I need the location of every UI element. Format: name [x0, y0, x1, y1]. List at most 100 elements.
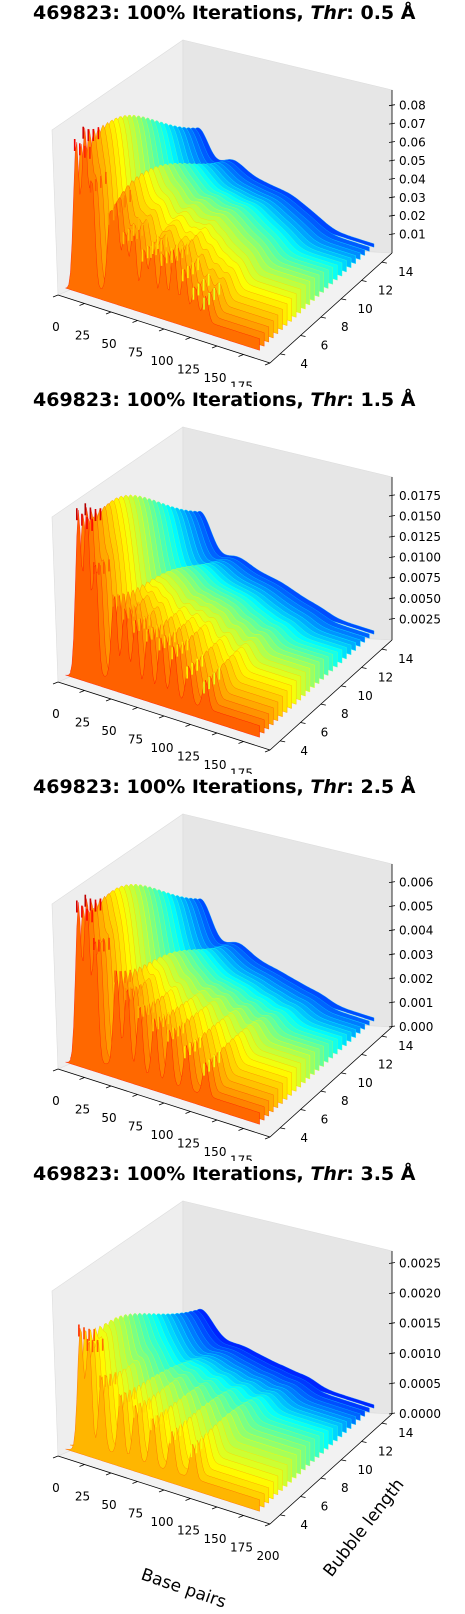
y-tick: [381, 261, 387, 264]
chart-title-suffix: : 1.5 Å: [346, 389, 416, 411]
z-tick-label: 0.0075: [399, 571, 441, 585]
x-tick: [238, 354, 244, 357]
y-tick: [320, 316, 326, 319]
y-tick: [280, 740, 286, 743]
x-tick: [52, 294, 59, 298]
x-tick: [52, 1455, 59, 1459]
y-tick: [341, 298, 347, 301]
y-tick-label: 12: [378, 1445, 393, 1459]
x-tick: [132, 707, 138, 710]
z-tick: [388, 535, 396, 538]
x-tick-label: 125: [177, 750, 200, 764]
chart-title: 469823: 100% Iterations, Thr: 1.5 Å: [33, 389, 415, 411]
x-tick: [158, 1102, 165, 1106]
z-tick: [388, 576, 396, 579]
x-tick-label: 125: [177, 363, 200, 377]
x-tick: [264, 362, 271, 366]
z-tick: [388, 214, 396, 217]
z-tick-label: 0.08: [399, 99, 426, 113]
y-tick-label: 10: [358, 1463, 373, 1477]
z-tick-label: 0.0005: [399, 1377, 441, 1391]
chart-panel: 469823: 100% Iterations, Thr: 1.5 Å 0 25 50…: [0, 387, 465, 774]
chart-title-suffix: : 0.5 Å: [346, 2, 416, 24]
y-tick: [361, 1441, 367, 1443]
chart-panel: 469823: 100% Iterations, Thr: 0.5 Å 0 25 50…: [0, 0, 465, 387]
y-tick-label: 8: [341, 320, 349, 334]
x-tick: [264, 749, 271, 753]
z-tick: [388, 1292, 396, 1294]
z-tick-label: 0.0010: [399, 1347, 441, 1361]
chart-title-prefix: 469823: 100% Iterations,: [33, 389, 311, 411]
x-tick-label: 100: [151, 1515, 174, 1529]
y-tick: [320, 1477, 326, 1480]
z-tick-label: 0.0100: [399, 551, 441, 565]
y-tick: [381, 1035, 387, 1038]
z-tick: [388, 1322, 396, 1325]
z-tick-label: 0.0025: [399, 612, 441, 626]
z-tick-label: 0.0050: [399, 592, 441, 606]
x-tick: [185, 1111, 191, 1114]
x-tick-label: 25: [75, 329, 90, 343]
z-tick: [388, 1352, 396, 1355]
z-tick: [388, 1262, 396, 1264]
y-tick-label: 6: [321, 726, 329, 740]
x-tick-label: 0: [52, 707, 60, 721]
y-tick: [280, 353, 286, 356]
chart-title-italic: Thr: [310, 776, 347, 798]
x-tick-label: 0: [52, 1094, 60, 1108]
x-tick: [211, 1119, 218, 1123]
y-tick-label: 4: [300, 1131, 308, 1145]
z-tick-label: 0.005: [399, 900, 433, 914]
x-tick-label: 75: [128, 1507, 143, 1521]
chart-panel: 469823: 100% Iterations, Thr: 2.5 Å 0 25 50…: [0, 774, 465, 1161]
y-tick: [320, 703, 326, 706]
x-tick-label: 25: [75, 1490, 90, 1504]
z-tick-label: 0.07: [399, 117, 426, 131]
chart-title: 469823: 100% Iterations, Thr: 2.5 Å: [33, 776, 415, 798]
surface-slice: [65, 507, 260, 738]
z-tick-label: 0.004: [399, 924, 433, 938]
x-tick: [52, 1068, 59, 1072]
z-tick: [388, 1382, 396, 1385]
x-tick: [105, 1472, 112, 1476]
x-tick-label: 150: [204, 1532, 227, 1546]
z-tick: [388, 122, 396, 125]
x-tick: [132, 1481, 138, 1484]
x-tick-label: 150: [204, 371, 227, 385]
y-axis-line: [269, 1026, 393, 1138]
x-tick-label: 50: [101, 1498, 116, 1512]
y-axis-line: [269, 252, 393, 364]
x-tick-label: 150: [204, 1145, 227, 1159]
x-tick: [105, 1085, 112, 1089]
z-tick: [388, 494, 396, 497]
z-tick: [388, 515, 396, 517]
z-tick: [388, 977, 396, 980]
x-tick-label: 75: [128, 346, 143, 360]
x-tick-label: 50: [101, 724, 116, 738]
z-tick: [388, 178, 396, 180]
chart-title-italic: Thr: [310, 2, 347, 24]
y-tick-label: 8: [341, 1094, 349, 1108]
y-tick: [381, 1422, 387, 1425]
x-tick-label: 175: [230, 1541, 253, 1555]
x-tick: [264, 1136, 271, 1140]
y-tick-label: 4: [300, 1518, 308, 1532]
x-tick-label: 50: [101, 1111, 116, 1125]
x-tick-label: 175: [230, 1154, 253, 1162]
z-tick-label: 0.0150: [399, 510, 441, 524]
y-tick: [381, 648, 387, 651]
chart-title-italic: Thr: [310, 1163, 347, 1185]
y-tick: [300, 1109, 306, 1111]
z-tick: [388, 1025, 396, 1028]
x-tick-label: 100: [151, 741, 174, 755]
surface-slice: [65, 898, 260, 1125]
z-tick: [388, 905, 396, 907]
x-tick: [158, 1489, 165, 1493]
z-tick: [388, 159, 396, 162]
x-axis-label: Base pairs: [138, 1565, 228, 1613]
chart-title-prefix: 469823: 100% Iterations,: [33, 2, 311, 24]
z-tick-label: 0.001: [399, 996, 433, 1010]
z-tick: [388, 233, 396, 235]
surface-plot: 02550751001251501752004681012140.010.020…: [51, 39, 426, 387]
y-tick-label: 14: [398, 652, 413, 666]
